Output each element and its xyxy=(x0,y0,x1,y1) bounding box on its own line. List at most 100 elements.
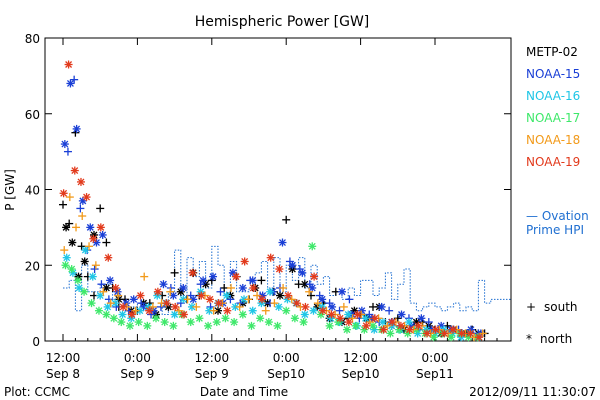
star-marker xyxy=(127,310,136,319)
star-marker xyxy=(62,223,71,232)
star-marker-d2 xyxy=(136,307,144,315)
star-marker xyxy=(417,314,426,323)
x-tick-label-time: 0:00 xyxy=(273,351,300,365)
ovation-step-path xyxy=(63,245,511,315)
x-tick-label-date: Sep11 xyxy=(416,367,454,381)
star-marker-d2 xyxy=(62,261,69,269)
star-marker-d2 xyxy=(274,322,281,330)
star-marker-d2 xyxy=(214,307,222,315)
star-marker-d2 xyxy=(202,280,210,288)
plus-marker xyxy=(315,291,324,300)
star-marker-d2 xyxy=(68,265,76,273)
plus-marker xyxy=(287,295,296,304)
star-marker xyxy=(59,189,68,198)
plus-marker xyxy=(257,276,266,285)
plus-marker xyxy=(365,310,374,319)
x-tick-label-time: 0:00 xyxy=(422,351,449,365)
star-marker xyxy=(276,291,284,300)
x-tick-label-date: Sep 9 xyxy=(195,367,229,381)
star-marker-d2 xyxy=(378,303,386,311)
star-marker-d2 xyxy=(68,239,76,246)
y-axis: 0 20 40 60 80 xyxy=(25,32,511,349)
star-marker xyxy=(386,329,395,338)
star-marker xyxy=(238,283,247,292)
star-marker-d2 xyxy=(63,254,71,262)
star-marker-d2 xyxy=(74,276,82,284)
star-marker xyxy=(179,310,188,319)
star-marker xyxy=(248,306,257,315)
star-marker-d2 xyxy=(352,322,360,330)
star-marker-d2 xyxy=(371,314,379,322)
star-marker-d2 xyxy=(205,307,213,315)
star-marker-d2 xyxy=(398,311,405,318)
star-marker-d2 xyxy=(282,307,290,315)
star-marker xyxy=(351,321,360,330)
star-marker xyxy=(89,234,98,243)
star-marker-d2 xyxy=(206,295,214,303)
star-marker-d2 xyxy=(449,326,457,334)
star-marker-d2 xyxy=(284,292,292,300)
star-marker-d2 xyxy=(345,318,353,326)
star-marker-d2 xyxy=(61,140,69,148)
plus-marker xyxy=(307,291,315,300)
star-marker xyxy=(256,314,265,323)
star-marker-d2 xyxy=(95,307,103,315)
star-marker-d2 xyxy=(308,284,316,292)
star-marker-d2 xyxy=(230,318,238,326)
plus-marker xyxy=(183,295,192,304)
star-marker xyxy=(153,287,162,296)
star-marker xyxy=(278,238,287,247)
star-marker-d2 xyxy=(301,311,309,318)
star-marker-d2 xyxy=(447,333,455,341)
star-marker-d2 xyxy=(239,284,247,292)
star-marker-d2 xyxy=(189,295,197,303)
star-marker xyxy=(336,314,345,323)
star-marker-d2 xyxy=(119,311,126,318)
plus-marker xyxy=(253,291,262,300)
plus-marker xyxy=(305,280,314,289)
star-marker-d2 xyxy=(179,284,187,292)
star-marker-d2 xyxy=(215,299,223,307)
star-marker xyxy=(70,166,79,175)
plus-marker xyxy=(424,318,433,327)
y-axis-label: P [GW] xyxy=(3,169,17,211)
star-marker xyxy=(422,329,431,338)
star-marker-d2 xyxy=(412,318,420,326)
legend-entry: METP-02 xyxy=(526,45,578,59)
star-marker xyxy=(414,321,423,330)
plus-marker xyxy=(348,314,357,323)
star-marker-d2 xyxy=(117,318,125,326)
star-marker-d2 xyxy=(110,314,118,322)
star-marker xyxy=(249,283,258,292)
y-tick-label: 0 xyxy=(32,335,40,349)
star-marker-d2 xyxy=(397,322,405,330)
star-marker xyxy=(344,318,353,327)
plus-marker xyxy=(70,75,79,84)
marker-legend: + south * north xyxy=(526,300,578,346)
x-tick-label-time: 12:00 xyxy=(46,351,81,365)
star-marker-d2 xyxy=(96,292,104,300)
plus-marker xyxy=(261,306,270,315)
star-marker-d2 xyxy=(354,311,361,318)
star-marker-d2 xyxy=(267,254,275,262)
star-marker-d2 xyxy=(169,292,177,300)
plus-marker xyxy=(96,204,105,213)
star-marker xyxy=(212,318,221,327)
star-marker-d2 xyxy=(60,189,68,197)
star-marker xyxy=(81,246,90,255)
plus-marker xyxy=(244,295,253,304)
star-marker-d2 xyxy=(137,292,144,300)
star-marker-d2 xyxy=(291,314,299,322)
star-marker xyxy=(162,299,171,308)
plus-marker xyxy=(77,242,86,251)
plus-marker xyxy=(227,283,236,292)
star-marker-d2 xyxy=(380,326,387,334)
star-marker-d2 xyxy=(135,318,143,326)
plus-marker xyxy=(305,287,314,296)
star-marker-d2 xyxy=(71,167,79,175)
plus-marker xyxy=(65,193,74,202)
plus-marker xyxy=(279,283,288,292)
star-marker xyxy=(103,302,112,311)
ovation-legend-line1: — Ovation xyxy=(526,209,589,223)
star-marker xyxy=(152,314,160,323)
